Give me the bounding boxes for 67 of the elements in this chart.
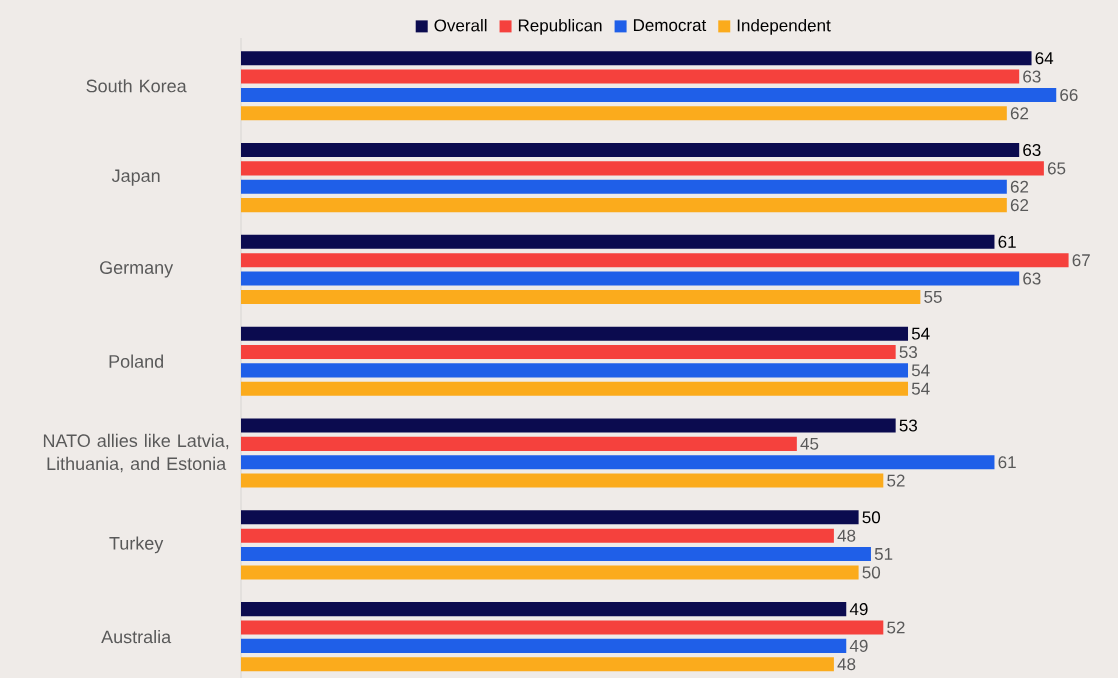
data-label: 62 (1010, 107, 1029, 120)
legend-label: Overall (434, 18, 487, 32)
bar (241, 473, 884, 488)
data-label: 61 (998, 456, 1016, 469)
bar (241, 436, 797, 451)
bar (241, 455, 995, 470)
bar (241, 87, 1057, 102)
bar (241, 253, 1069, 268)
data-label: 51 (874, 548, 893, 560)
bar (241, 106, 1007, 121)
bar (241, 546, 871, 561)
data-label: 62 (1010, 199, 1029, 212)
data-label: 61 (998, 235, 1016, 248)
bar (241, 271, 1020, 286)
data-label: 50 (862, 511, 881, 524)
data-label: 52 (887, 621, 905, 634)
y-tick-label: Turkey (109, 536, 164, 554)
data-label: 48 (837, 529, 856, 542)
bar (241, 234, 995, 249)
bar (241, 528, 834, 543)
data-label: 52 (887, 474, 905, 487)
y-tick-label: Germany (100, 261, 174, 278)
data-label: 62 (1010, 180, 1029, 193)
data-label: 64 (1035, 52, 1054, 65)
y-tick-label: NATO allies like Latvia, Lithuania, and Estonia (43, 433, 229, 473)
y-tick-label: Japan (111, 169, 160, 186)
data-label: 49 (849, 603, 868, 616)
bar (241, 142, 1020, 157)
bar (241, 344, 896, 359)
data-label: 63 (1023, 272, 1041, 285)
data-label: 66 (1060, 88, 1078, 101)
data-label: 53 (899, 419, 918, 432)
legend-label: Independent (737, 18, 831, 35)
bar (241, 657, 834, 672)
data-label: 54 (911, 327, 930, 340)
bar (241, 161, 1044, 176)
data-label: 63 (1023, 70, 1041, 83)
data-label: 45 (800, 437, 819, 450)
bar (241, 326, 909, 341)
bar (241, 69, 1020, 84)
bar (241, 51, 1032, 66)
legend-label: Democrat (633, 19, 707, 32)
data-label: 48 (837, 658, 856, 671)
y-tick-label: Poland (109, 354, 163, 368)
bar (241, 510, 859, 525)
data-label: 50 (862, 566, 881, 579)
bar (241, 638, 847, 653)
bar (241, 198, 1007, 213)
data-label: 55 (924, 290, 942, 303)
y-tick-label: Australia (101, 629, 172, 644)
data-label: 63 (1023, 143, 1041, 156)
bar (241, 289, 921, 304)
data-label: 54 (911, 382, 930, 395)
bar (241, 565, 859, 580)
data-label: 49 (849, 639, 868, 652)
data-label: 65 (1047, 162, 1066, 175)
bar (241, 602, 847, 617)
bar (241, 363, 909, 378)
y-tick-label: South Korea (86, 79, 187, 93)
bar (241, 620, 884, 635)
bar (241, 418, 896, 433)
bar (241, 381, 909, 396)
legend-label: Republican (518, 18, 602, 35)
data-label: 67 (1072, 254, 1090, 267)
data-label: 54 (911, 364, 930, 377)
data-label: 53 (899, 345, 918, 358)
bar (241, 179, 1007, 194)
